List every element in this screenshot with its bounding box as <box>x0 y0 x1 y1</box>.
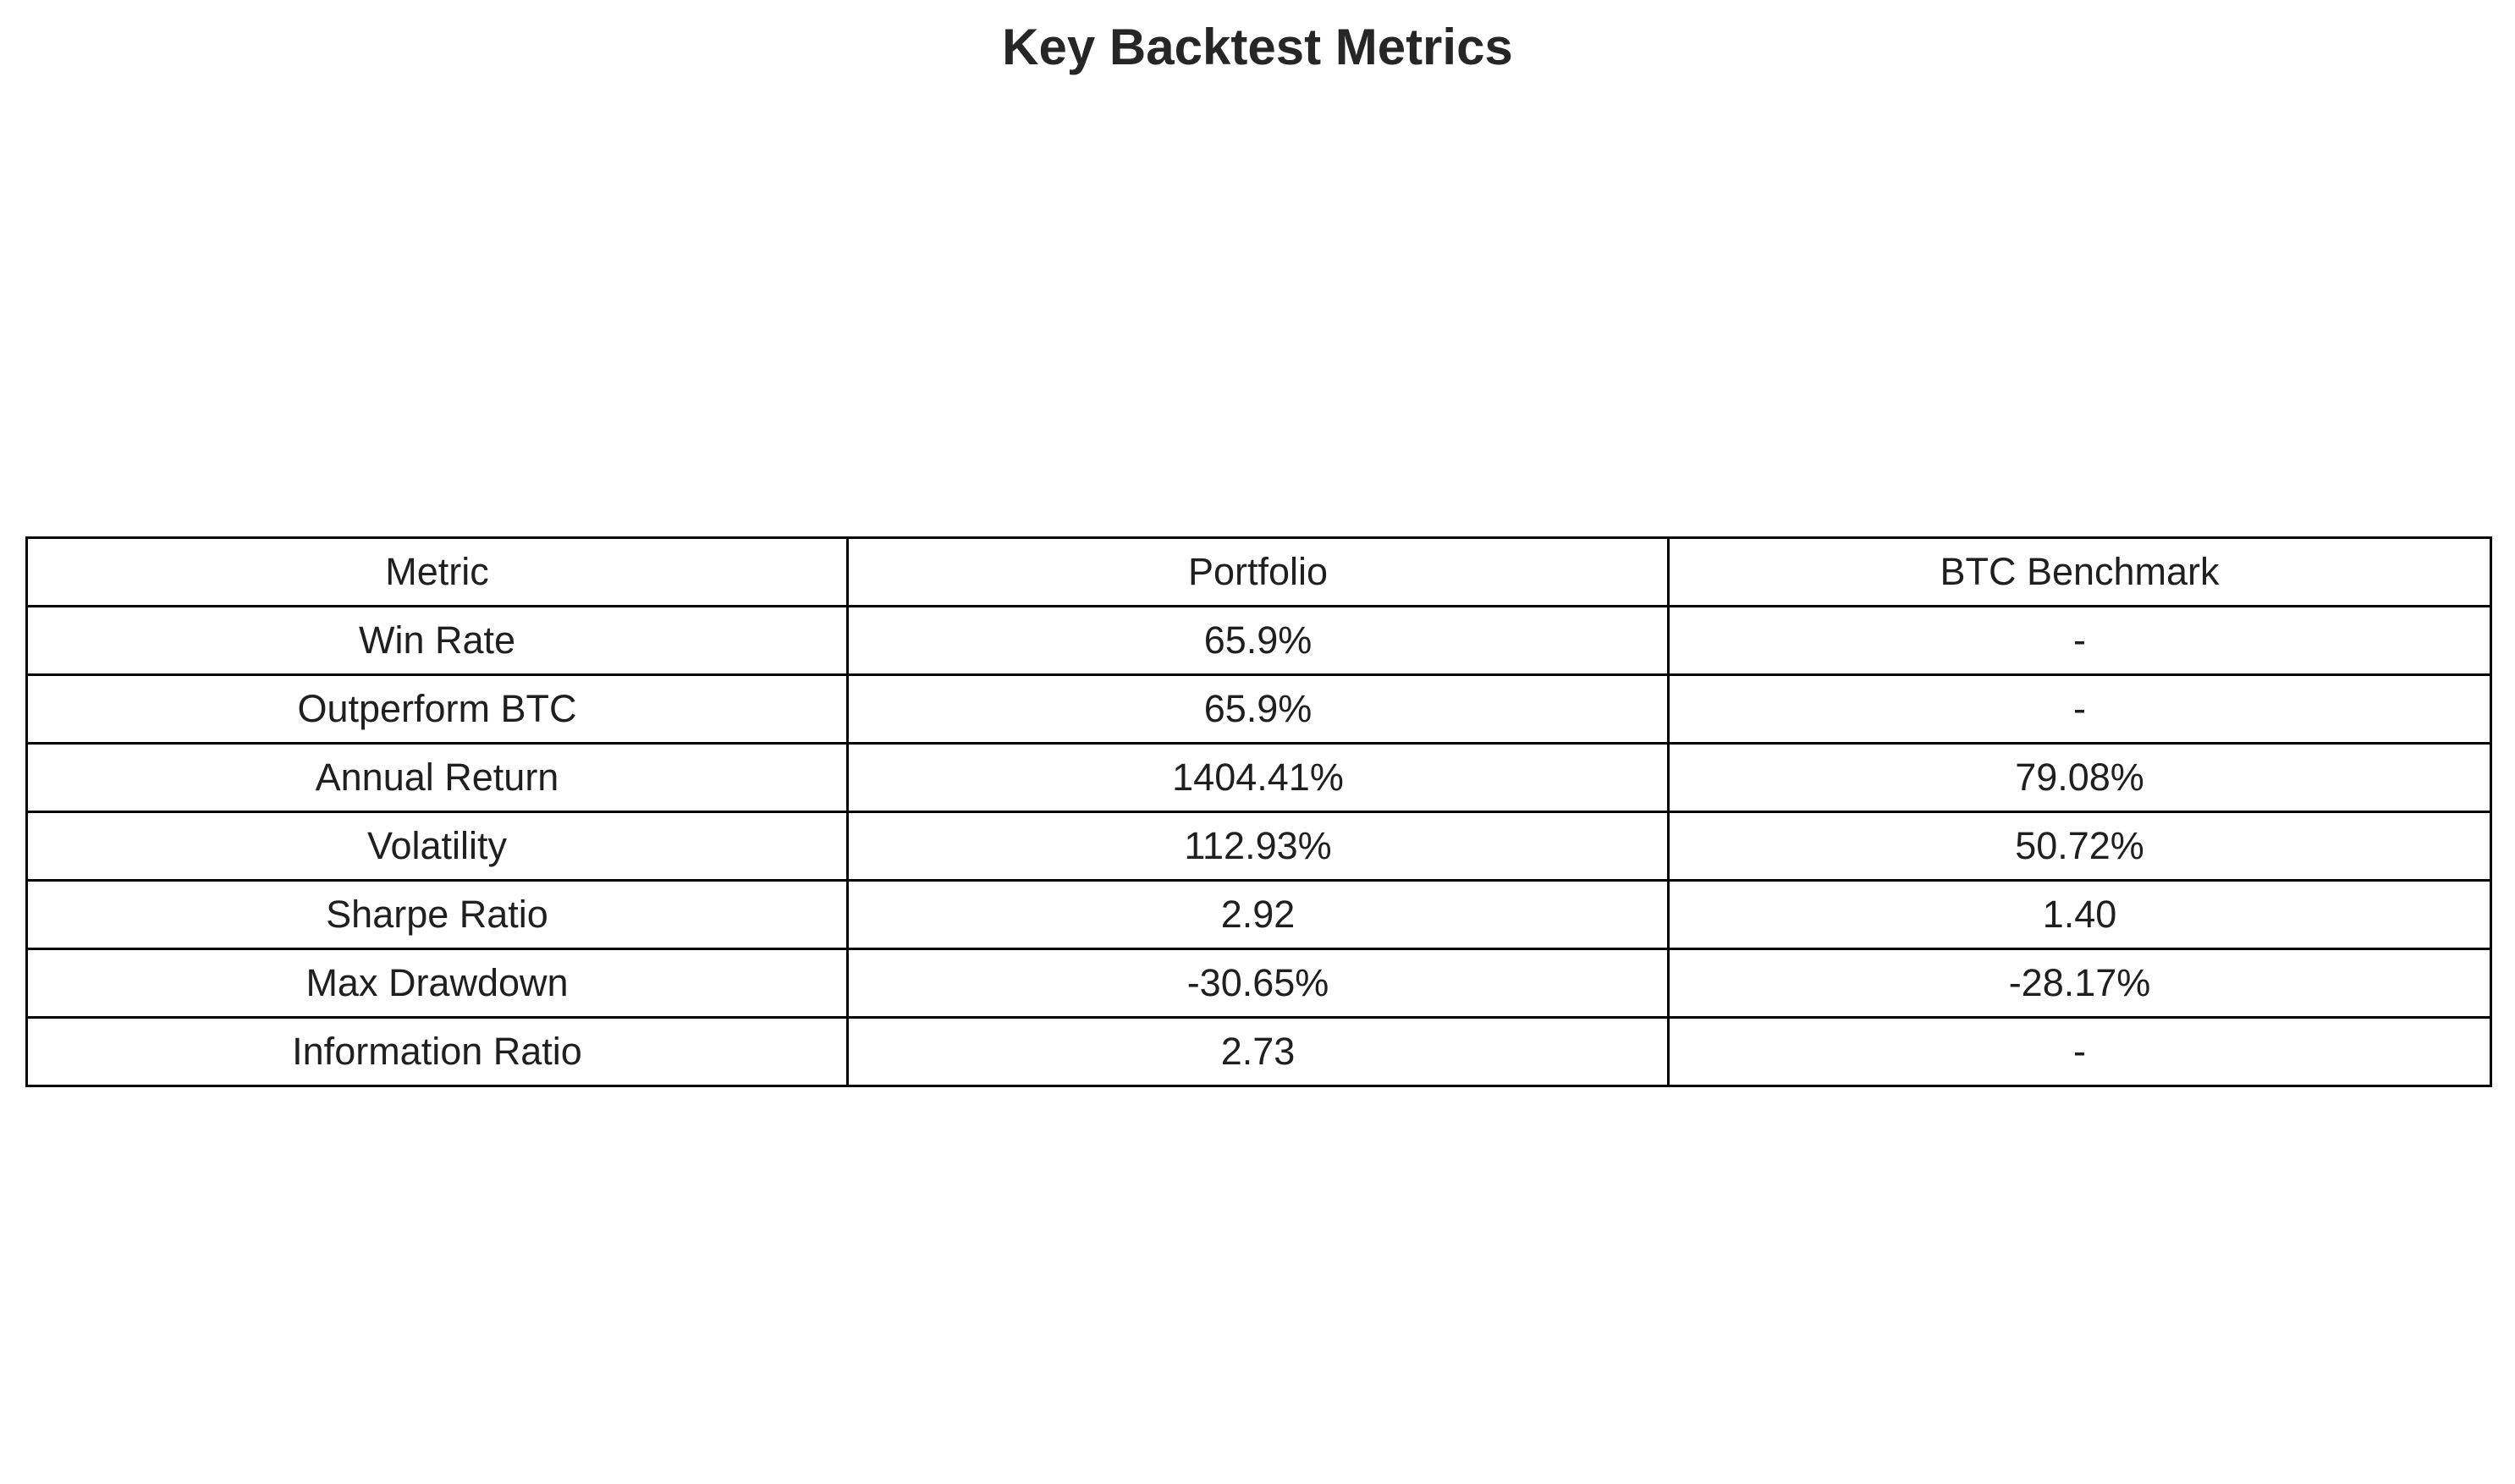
metric-cell: Outperform BTC <box>25 673 849 745</box>
metrics-table: Metric Portfolio BTC Benchmark Win Rate … <box>25 536 2492 1087</box>
benchmark-cell: 79.08% <box>1667 742 2492 813</box>
benchmark-cell: -28.17% <box>1667 948 2492 1019</box>
portfolio-cell: 65.9% <box>846 673 1670 745</box>
table-row: Max Drawdown -30.65% -28.17% <box>25 948 2492 1019</box>
benchmark-cell: 1.40 <box>1667 879 2492 950</box>
table-row: Annual Return 1404.41% 79.08% <box>25 742 2492 813</box>
table-row: Information Ratio 2.73 - <box>25 1016 2492 1087</box>
portfolio-cell: 2.92 <box>846 879 1670 950</box>
portfolio-cell: 2.73 <box>846 1016 1670 1087</box>
metric-cell: Information Ratio <box>25 1016 849 1087</box>
column-header-btc-benchmark: BTC Benchmark <box>1667 536 2492 607</box>
table-row: Win Rate 65.9% - <box>25 605 2492 676</box>
benchmark-cell: 50.72% <box>1667 811 2492 882</box>
table-header-row: Metric Portfolio BTC Benchmark <box>25 536 2492 607</box>
portfolio-cell: 1404.41% <box>846 742 1670 813</box>
column-header-metric: Metric <box>25 536 849 607</box>
portfolio-cell: -30.65% <box>846 948 1670 1019</box>
chart-title: Key Backtest Metrics <box>1002 19 1513 75</box>
benchmark-cell: - <box>1667 673 2492 745</box>
metric-cell: Win Rate <box>25 605 849 676</box>
table-row: Outperform BTC 65.9% - <box>25 673 2492 745</box>
column-header-portfolio: Portfolio <box>846 536 1670 607</box>
metric-cell: Max Drawdown <box>25 948 849 1019</box>
table-row: Sharpe Ratio 2.92 1.40 <box>25 879 2492 950</box>
benchmark-cell: - <box>1667 605 2492 676</box>
portfolio-cell: 112.93% <box>846 811 1670 882</box>
metric-cell: Sharpe Ratio <box>25 879 849 950</box>
table-row: Volatility 112.93% 50.72% <box>25 811 2492 882</box>
portfolio-cell: 65.9% <box>846 605 1670 676</box>
metric-cell: Annual Return <box>25 742 849 813</box>
metric-cell: Volatility <box>25 811 849 882</box>
benchmark-cell: - <box>1667 1016 2492 1087</box>
